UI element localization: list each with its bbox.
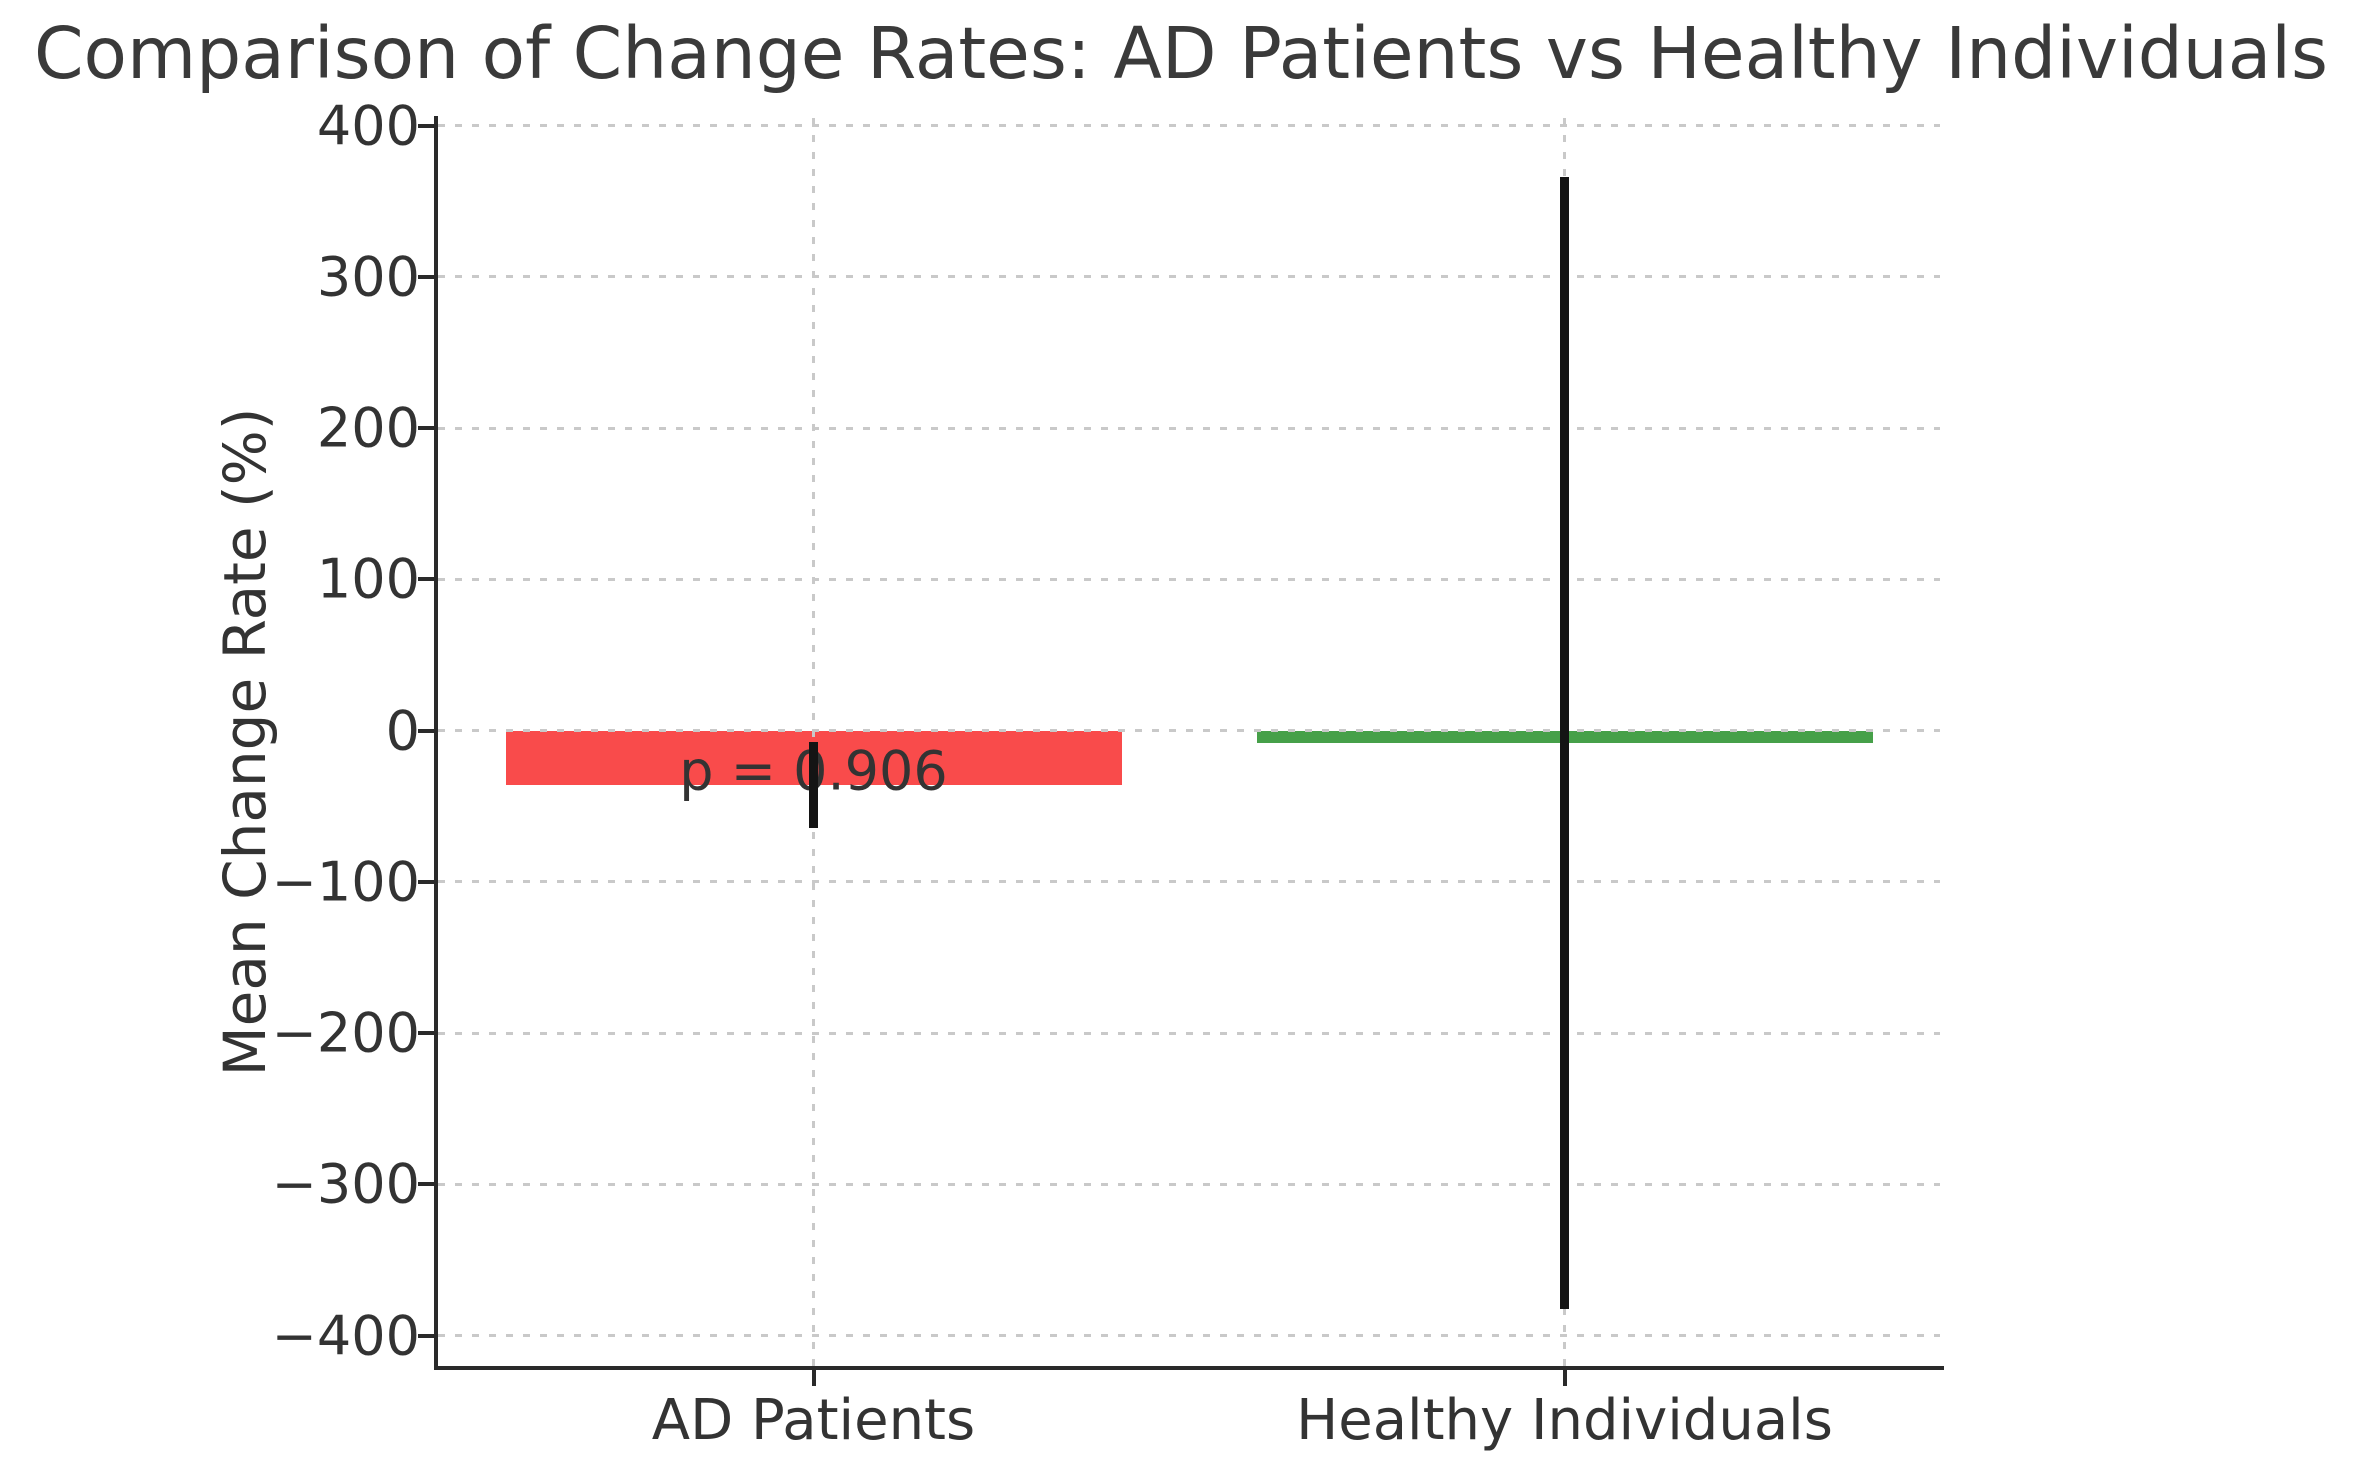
y-gridline (438, 880, 1940, 884)
y-tick-label: −100 (271, 850, 420, 914)
y-gridline (438, 426, 1940, 430)
y-tick-label: −200 (271, 1001, 420, 1065)
y-tick-mark (418, 123, 438, 128)
y-tick-label: −300 (271, 1152, 420, 1216)
y-tick-mark (418, 879, 438, 884)
y-tick-label: 400 (316, 94, 420, 158)
y-tick-mark (418, 1031, 438, 1036)
y-gridline (438, 1182, 1940, 1186)
error-bar (1560, 176, 1569, 1309)
x-tick-label: AD Patients (651, 1388, 976, 1453)
y-tick-label: 200 (316, 396, 420, 460)
x-tick-mark (1562, 1370, 1567, 1386)
y-tick-mark (418, 274, 438, 279)
y-tick-label: 100 (316, 547, 420, 611)
x-tick-mark (811, 1370, 816, 1386)
y-tick-label: 300 (316, 245, 420, 309)
x-axis-spine (434, 1366, 1944, 1370)
y-tick-label: 0 (385, 699, 420, 763)
y-gridline (438, 729, 1940, 733)
y-gridline (438, 577, 1940, 581)
y-gridline (438, 275, 1940, 279)
y-gridline (438, 1334, 1940, 1338)
y-tick-mark (418, 577, 438, 582)
y-tick-mark (418, 1182, 438, 1187)
chart-title: Comparison of Change Rates: AD Patients … (33, 12, 2328, 95)
y-tick-label: −400 (271, 1304, 420, 1368)
y-tick-mark (418, 728, 438, 733)
y-gridline (438, 124, 1940, 128)
error-bar (809, 742, 818, 829)
y-tick-mark (418, 1333, 438, 1338)
y-gridline (438, 1031, 1940, 1035)
y-axis-spine (434, 116, 438, 1370)
x-tick-label: Healthy Individuals (1296, 1388, 1833, 1453)
y-tick-mark (418, 426, 438, 431)
